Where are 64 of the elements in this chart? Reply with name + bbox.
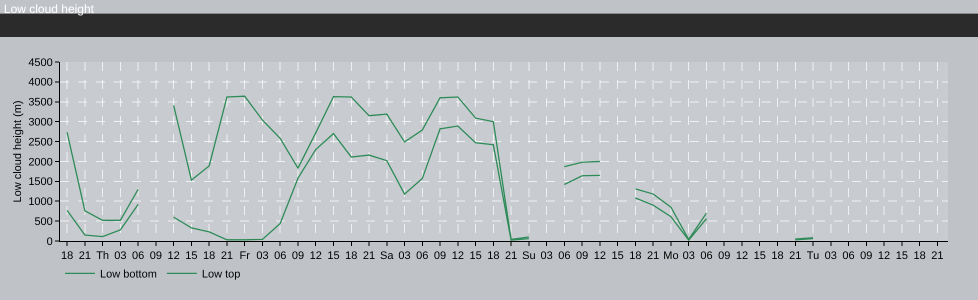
x-tick-label: 09 — [150, 250, 162, 262]
x-tick-label: 15 — [327, 250, 340, 262]
x-tick-label: 18 — [629, 250, 642, 262]
x-tick-label: 15 — [612, 250, 624, 262]
x-tick-label: 18 — [487, 250, 500, 262]
x-tick-label: 06 — [416, 250, 428, 262]
x-tick-label: 15 — [469, 250, 482, 262]
x-tick-label: 15 — [754, 250, 766, 262]
legend-label: Low bottom — [100, 268, 157, 281]
x-tick-label: 21 — [789, 250, 802, 262]
x-tick-label: 21 — [647, 250, 660, 262]
x-tick-label: 15 — [896, 250, 908, 262]
x-tick-label: 21 — [362, 250, 376, 262]
x-tick-label: 18 — [913, 250, 926, 262]
y-tick-label: 500 — [34, 216, 53, 228]
x-tick-label: 03 — [398, 250, 411, 262]
x-tick-label: 12 — [736, 250, 748, 262]
x-tick-label: 18 — [60, 250, 74, 262]
y-tick-label: 0 — [46, 236, 53, 248]
x-tick-label: 06 — [700, 250, 713, 262]
x-tick-label: 09 — [860, 250, 872, 262]
x-tick-label: 09 — [434, 250, 446, 262]
x-tick-label: 03 — [256, 250, 269, 262]
y-tick-label: 4500 — [28, 56, 53, 69]
x-tick-label: 03 — [114, 250, 127, 262]
x-tick-label: 06 — [132, 250, 144, 262]
x-tick-label: 12 — [452, 250, 464, 262]
x-tick-label: 06 — [558, 250, 571, 262]
x-tick-label: 12 — [310, 250, 322, 262]
x-tick-label: 09 — [576, 250, 588, 262]
y-tick-label: 3500 — [28, 96, 53, 109]
x-tick-label: 15 — [185, 250, 198, 262]
x-tick-label: 18 — [771, 250, 784, 262]
x-tick-label: Th — [96, 250, 110, 262]
x-tick-label: 18 — [345, 250, 358, 262]
x-tick-label: 12 — [878, 250, 890, 262]
x-tick-label: 03 — [824, 250, 837, 262]
y-axis-title: Low cloud height (m) — [12, 100, 24, 203]
y-tick-label: 2500 — [28, 136, 53, 148]
x-tick-label: 21 — [78, 250, 91, 262]
x-tick-label: 03 — [540, 250, 553, 262]
x-tick-label: 06 — [274, 250, 286, 262]
x-tick-label: 21 — [931, 250, 944, 262]
y-tick-label: 4000 — [28, 76, 53, 89]
x-tick-label: 21 — [504, 250, 518, 262]
x-tick-label: Sa — [380, 250, 394, 262]
x-tick-label: Mo — [663, 250, 679, 262]
x-tick-label: Fr — [240, 250, 250, 262]
x-tick-label: 06 — [842, 250, 855, 262]
x-tick-label: 12 — [168, 250, 180, 262]
x-tick-label: 09 — [718, 250, 730, 262]
x-tick-label: Tu — [806, 250, 820, 262]
y-tick-label: 2000 — [28, 156, 53, 168]
x-tick-label: Su — [522, 250, 536, 262]
y-tick-label: 1000 — [28, 196, 53, 208]
chart-title: Low cloud height — [4, 2, 95, 16]
y-tick-label: 1500 — [28, 176, 53, 188]
x-tick-label: 09 — [292, 250, 304, 262]
y-tick-label: 3000 — [28, 116, 53, 129]
x-tick-label: 12 — [594, 250, 606, 262]
x-tick-label: 21 — [220, 250, 234, 262]
x-tick-label: 18 — [203, 250, 216, 262]
legend-label: Low top — [202, 268, 240, 281]
x-tick-label: 03 — [682, 250, 695, 262]
